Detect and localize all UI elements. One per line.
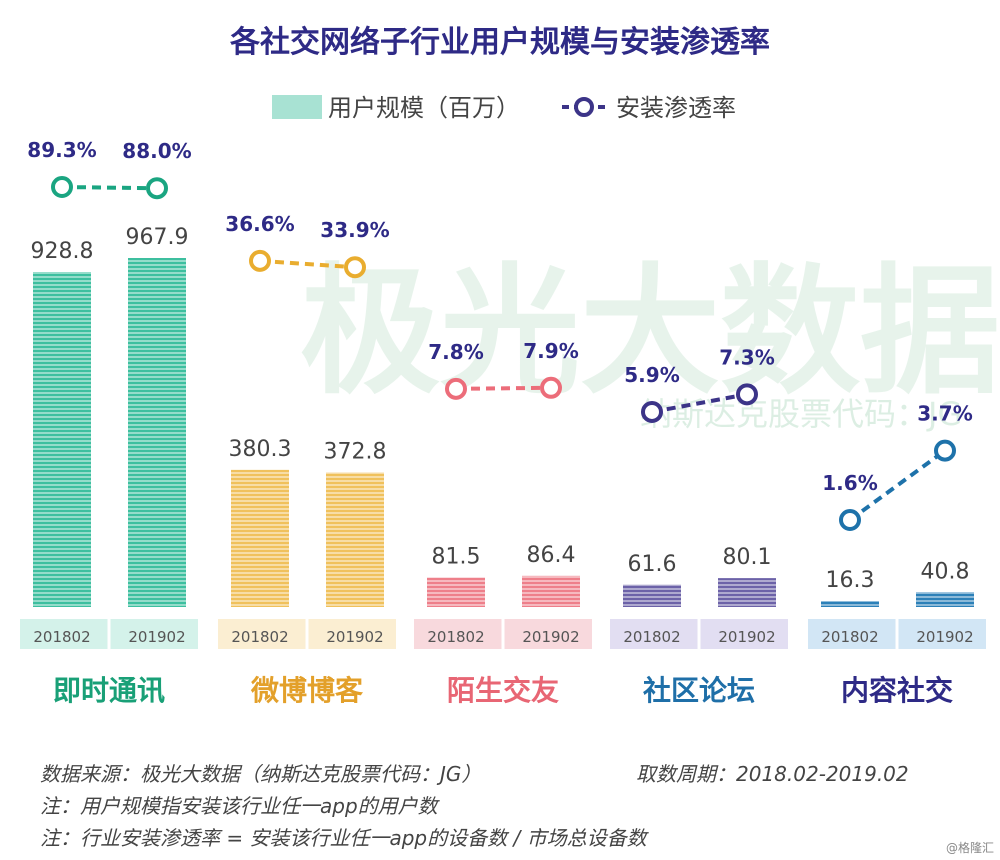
legend-line-marker	[574, 97, 594, 117]
group-3-penetration-point-201802	[445, 377, 467, 400]
group-3-penetration-line	[455, 385, 552, 391]
watermark: 极光大数据 纳斯达克股票代码：JG	[300, 251, 1000, 433]
group-2-tick-label-201902: 201902	[326, 628, 383, 646]
chart-canvas: 极光大数据 纳斯达克股票代码：JG 各社交网络子行业用户规模与安装渗透率 用户规…	[20, 25, 1000, 707]
group-5-penetration-point-201802	[839, 509, 861, 531]
group-1-value-label-201802: 928.8	[31, 239, 94, 264]
group-1-penetration-point-201802	[51, 176, 73, 198]
legend: 用户规模（百万） 安装渗透率	[272, 94, 736, 122]
group-2-bar-texture-201902	[326, 472, 384, 607]
group-2-penetration-line	[259, 258, 356, 270]
credit-text: @格隆汇	[945, 841, 994, 855]
group-3-penetration-label-201802: 7.8%	[428, 340, 483, 364]
group-5-category-label: 内容社交	[841, 674, 953, 707]
group-2-value-label-201902: 372.8	[324, 440, 387, 465]
group-4-category-label: 社区论坛	[643, 674, 755, 707]
group-1-penetration-label-201802: 89.3%	[27, 138, 96, 162]
group-4-tick-label-201902: 201902	[718, 628, 775, 646]
group-5-penetration-label-201902: 3.7%	[917, 402, 972, 426]
group-2-tick-label-201802: 201802	[231, 628, 288, 646]
legend-bar-label: 用户规模（百万）	[328, 94, 520, 122]
legend-bar-swatch	[272, 95, 322, 119]
group-5-bar-texture-201902	[916, 592, 974, 607]
group-5-penetration-line	[848, 448, 947, 522]
legend-line-label: 安装渗透率	[616, 94, 736, 122]
group-2-penetration-label-201902: 33.9%	[320, 218, 389, 242]
group-1-value-label-201902: 967.9	[126, 225, 189, 250]
group-1-penetration-label-201902: 88.0%	[122, 139, 191, 163]
group-4-penetration-point-201802	[641, 400, 663, 423]
group-1-penetration-line	[61, 185, 158, 191]
group-4-tick-label-201802: 201802	[623, 628, 680, 646]
group-5-value-label-201902: 40.8	[921, 559, 970, 584]
group-3-bar-texture-201902	[522, 575, 580, 607]
group-3-penetration-label-201902: 7.9%	[523, 339, 578, 363]
group-4-penetration-label-201902: 7.3%	[719, 345, 774, 369]
group-2-penetration-point-201902	[344, 256, 366, 279]
group-4-penetration-line	[651, 392, 748, 414]
watermark-text: 极光大数据	[300, 251, 1000, 414]
note-user-scale: 注：用户规模指安装该行业任一app的用户数	[40, 794, 438, 818]
group-5-tick-label-201802: 201802	[821, 628, 878, 646]
group-5-tick-label-201902: 201902	[916, 628, 973, 646]
group-1-tick-label-201902: 201902	[128, 628, 185, 646]
source-note: 数据来源：极光大数据（纳斯达克股票代码：JG）	[40, 762, 482, 786]
group-1-category-label: 即时通讯	[53, 674, 165, 707]
watermark-subtext: 纳斯达克股票代码：JG	[640, 395, 962, 433]
group-1-tick-label-201802: 201802	[33, 628, 90, 646]
group-5-penetration-label-201802: 1.6%	[822, 471, 877, 495]
group-3-tick-label-201902: 201902	[522, 628, 579, 646]
group-5-value-label-201802: 16.3	[826, 568, 875, 593]
group-2-value-label-201802: 380.3	[229, 437, 292, 462]
group-4-penetration-label-201802: 5.9%	[624, 363, 679, 387]
period-note: 取数周期：2018.02-2019.02	[636, 762, 909, 786]
chart-title: 各社交网络子行业用户规模与安装渗透率	[229, 25, 770, 60]
group-1-bar-texture-201902	[128, 258, 186, 607]
plot-area: 即时通讯 928.8 201802 967.9 201902 89.3% 88.0% 微博博客…	[20, 138, 986, 707]
group-4-penetration-point-201902	[736, 383, 758, 406]
group-3-penetration-point-201902	[540, 376, 562, 399]
group-3-value-label-201802: 81.5	[432, 545, 481, 570]
group-3-category-label: 陌生交友	[447, 674, 559, 707]
group-1-bar-texture-201802	[33, 272, 91, 607]
group-2-category-label: 微博博客	[250, 674, 364, 707]
group-4-value-label-201802: 61.6	[628, 552, 677, 577]
group-4-bar-texture-201902	[718, 578, 776, 607]
note-penetration: 注：行业安装渗透率 = 安装该行业任一app的设备数 / 市场总设备数	[40, 826, 647, 850]
group-2-penetration-point-201802	[249, 249, 271, 272]
group-3-tick-label-201802: 201802	[427, 628, 484, 646]
group-5-penetration-point-201902	[934, 439, 956, 462]
group-3-value-label-201902: 86.4	[527, 543, 576, 568]
group-1-penetration-point-201902	[146, 177, 168, 200]
group-2-penetration-label-201802: 36.6%	[225, 212, 294, 236]
group-4-bar-texture-201802	[623, 584, 681, 607]
group-3-bar-texture-201802	[427, 577, 485, 607]
group-2-bar-texture-201802	[231, 469, 289, 607]
group-4-value-label-201902: 80.1	[723, 545, 772, 570]
group-5-bar-texture-201802	[821, 601, 879, 607]
